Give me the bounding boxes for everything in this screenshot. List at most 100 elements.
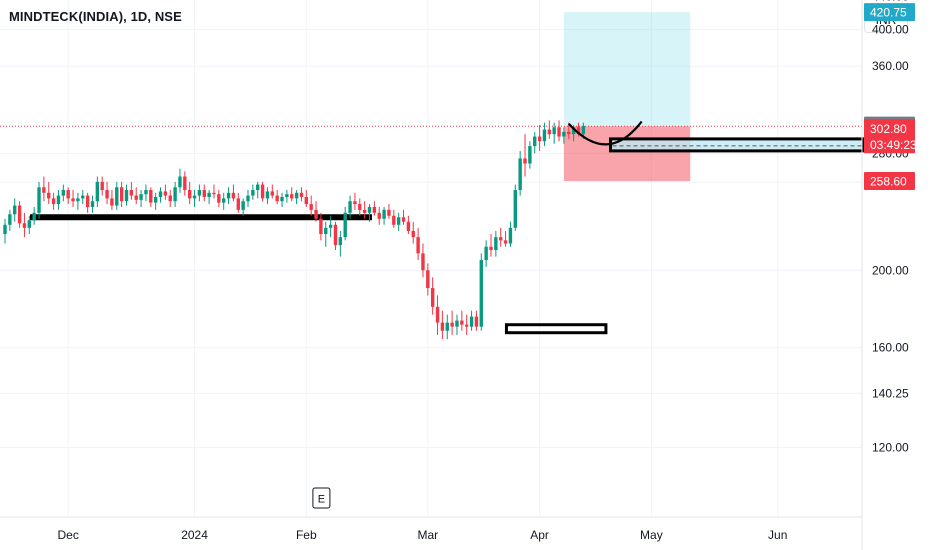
candle bbox=[552, 122, 556, 144]
candle bbox=[367, 204, 372, 222]
candle-body bbox=[518, 158, 522, 191]
candle-body bbox=[426, 270, 430, 289]
candle-body bbox=[416, 237, 420, 254]
candle-body bbox=[51, 198, 56, 205]
price-badge-label-target: 420.75 bbox=[870, 6, 907, 20]
candle-body bbox=[533, 136, 537, 147]
candle-body bbox=[377, 212, 381, 219]
candle bbox=[523, 134, 527, 177]
candle bbox=[562, 127, 566, 144]
candle bbox=[377, 206, 381, 225]
candle-body bbox=[552, 127, 556, 135]
candle bbox=[139, 190, 143, 207]
candle-body bbox=[358, 204, 362, 210]
candle bbox=[105, 181, 109, 205]
candle bbox=[358, 198, 362, 216]
candle-body bbox=[42, 187, 46, 193]
candle-body bbox=[226, 192, 231, 199]
candle-body bbox=[149, 190, 153, 203]
candle-body bbox=[421, 253, 425, 271]
candle bbox=[173, 181, 177, 207]
candle bbox=[66, 187, 70, 205]
candle-body bbox=[197, 190, 202, 196]
candle bbox=[192, 190, 197, 207]
price-badge-label-countdown: 03:49:23 bbox=[870, 138, 917, 152]
candle bbox=[285, 190, 289, 203]
candle-body bbox=[17, 205, 22, 224]
candle bbox=[333, 221, 338, 251]
candle-body bbox=[22, 223, 27, 228]
earnings-marker: E bbox=[318, 494, 325, 506]
candle-body bbox=[13, 205, 17, 215]
candle-body bbox=[217, 194, 221, 203]
candle-body bbox=[348, 201, 352, 213]
candle-body bbox=[110, 198, 114, 206]
candle bbox=[474, 310, 479, 331]
candle-body bbox=[192, 195, 197, 199]
candle bbox=[124, 184, 129, 206]
candle-body bbox=[304, 196, 309, 205]
candle-body bbox=[435, 306, 440, 323]
candle-body bbox=[567, 131, 571, 135]
candle bbox=[421, 243, 425, 278]
candle-body bbox=[47, 192, 51, 199]
candle-body bbox=[581, 126, 586, 135]
candle-body bbox=[362, 209, 367, 213]
candle-body bbox=[294, 192, 299, 199]
candle bbox=[32, 206, 36, 225]
candle bbox=[290, 187, 294, 202]
candle-body bbox=[100, 181, 104, 191]
candle-body bbox=[246, 195, 250, 202]
candle-body bbox=[542, 129, 547, 142]
candle bbox=[435, 295, 440, 335]
candle bbox=[280, 192, 284, 207]
candle-body bbox=[153, 196, 158, 203]
candle bbox=[163, 184, 168, 200]
candle bbox=[460, 310, 464, 331]
candle bbox=[396, 212, 401, 231]
candle bbox=[153, 192, 158, 210]
candle bbox=[90, 195, 95, 213]
candle-body bbox=[275, 195, 279, 202]
candle-body bbox=[562, 131, 566, 137]
candle bbox=[95, 176, 100, 207]
candle bbox=[338, 230, 343, 257]
candle bbox=[134, 187, 138, 205]
candle bbox=[231, 184, 236, 202]
candle bbox=[353, 192, 357, 210]
candle bbox=[309, 195, 313, 216]
candle bbox=[445, 314, 449, 340]
candle-body bbox=[450, 322, 454, 327]
candle-body bbox=[285, 194, 289, 197]
candle bbox=[328, 215, 333, 238]
y-tick-label: 120.00 bbox=[872, 441, 909, 455]
candle-body bbox=[571, 127, 576, 135]
candle bbox=[499, 227, 503, 247]
candle bbox=[324, 221, 328, 247]
candle-body bbox=[256, 184, 260, 191]
chart-title: MINDTECK(INDIA), 1D, NSE bbox=[9, 9, 182, 24]
candle bbox=[115, 181, 119, 210]
candle-body bbox=[513, 190, 517, 228]
candle bbox=[484, 240, 488, 267]
candle-body bbox=[260, 184, 265, 199]
candle bbox=[455, 314, 459, 335]
candle bbox=[27, 215, 31, 235]
candle-body bbox=[469, 316, 474, 327]
candle-body bbox=[270, 191, 274, 196]
x-tick-label: Feb bbox=[296, 528, 317, 542]
candle-body bbox=[139, 194, 143, 200]
candle bbox=[13, 198, 17, 222]
y-tick-label: 440.00 bbox=[872, 0, 909, 4]
candle bbox=[129, 181, 134, 200]
x-tick-label: 2024 bbox=[181, 528, 208, 542]
candle bbox=[256, 181, 260, 199]
candle-body bbox=[32, 212, 36, 221]
candle bbox=[426, 263, 430, 296]
candle-body bbox=[119, 187, 124, 202]
candle bbox=[348, 195, 352, 219]
candle-body bbox=[124, 190, 129, 202]
candle-body bbox=[144, 190, 148, 195]
candle bbox=[22, 212, 27, 238]
